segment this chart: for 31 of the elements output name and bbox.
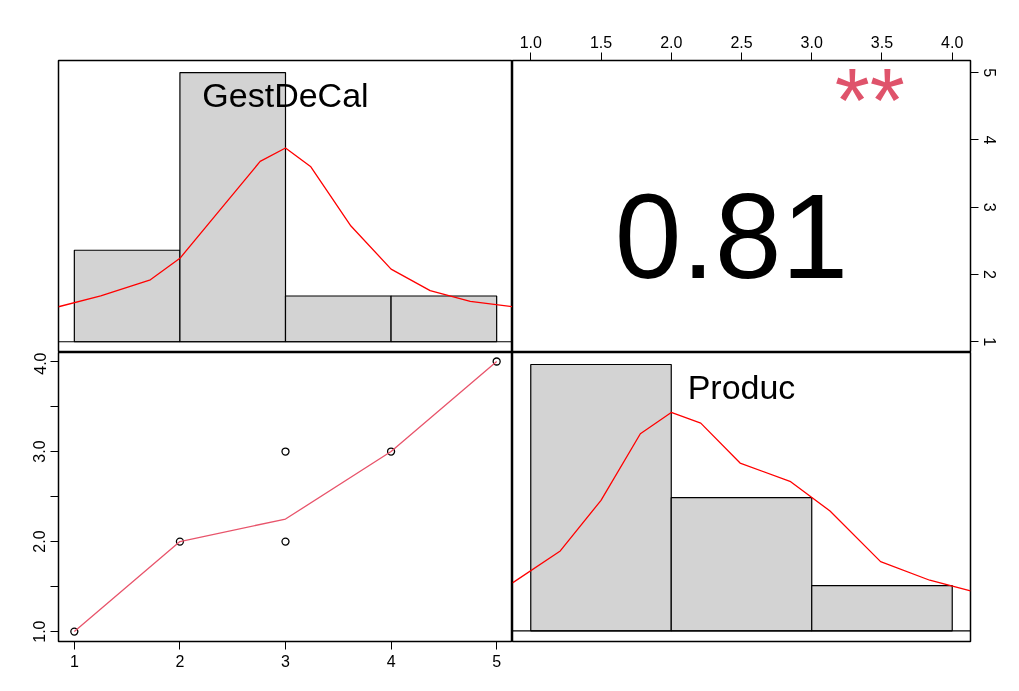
x-tick-label: 1.0 bbox=[519, 33, 542, 51]
y-tick-label: 1.0 bbox=[31, 620, 49, 643]
x-tick-label: 2.0 bbox=[660, 33, 683, 51]
x-tick-label: 1.5 bbox=[589, 33, 613, 51]
x-tick-label: 3.0 bbox=[800, 33, 823, 51]
x-tick-label: 2.5 bbox=[730, 33, 753, 51]
y-tick-label: 2.0 bbox=[31, 530, 49, 553]
x-tick-label: 3.5 bbox=[870, 33, 894, 51]
x-tick-label: 1 bbox=[69, 652, 79, 670]
x-tick-label: 5 bbox=[492, 652, 502, 670]
y-tick-label: 2 bbox=[980, 270, 998, 279]
point bbox=[281, 447, 290, 456]
chart-title: Produc bbox=[687, 367, 796, 406]
point bbox=[281, 537, 290, 546]
line-series bbox=[73, 360, 498, 633]
x-tick-label: 3 bbox=[281, 652, 291, 670]
y-tick-label: 4.0 bbox=[31, 352, 49, 375]
point bbox=[70, 627, 79, 636]
x-tick-label: 4 bbox=[386, 652, 396, 670]
annotation: ** bbox=[834, 50, 905, 151]
y-tick-label: 4 bbox=[980, 135, 998, 145]
y-tick-label: 5 bbox=[980, 68, 998, 78]
point bbox=[492, 357, 501, 366]
x-tick-label: 4.0 bbox=[941, 33, 964, 51]
y-tick-label: 3.0 bbox=[31, 440, 49, 463]
point bbox=[175, 537, 185, 546]
y-tick-label: 1 bbox=[980, 337, 998, 347]
x-tick-label: 2 bbox=[175, 652, 185, 670]
annotation: 0.81 bbox=[614, 169, 849, 303]
y-tick-label: 3 bbox=[980, 202, 998, 212]
point bbox=[386, 447, 396, 456]
